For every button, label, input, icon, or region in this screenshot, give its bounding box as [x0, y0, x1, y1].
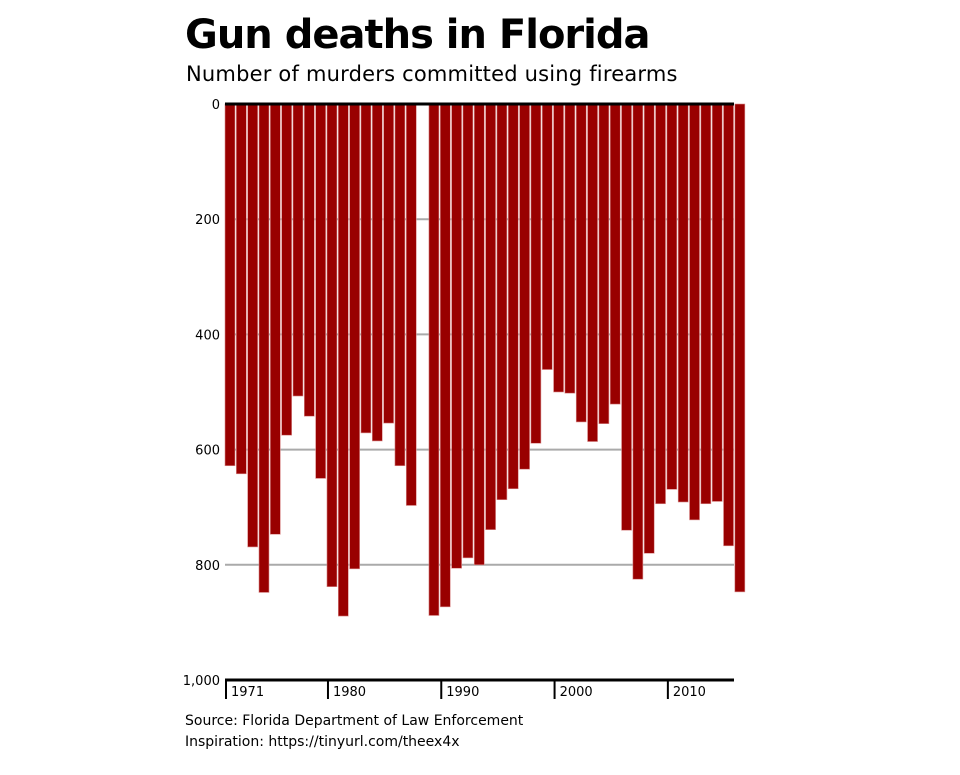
- bar: [530, 103, 542, 444]
- y-tick-label: 800: [195, 559, 220, 574]
- bar: [405, 103, 417, 506]
- x-tick-label: 1990: [446, 685, 479, 700]
- bar: [632, 103, 644, 580]
- chart-title: Gun deaths in Florida: [185, 12, 650, 58]
- bar: [553, 103, 564, 393]
- bar: [236, 103, 247, 475]
- chart-subtitle: Number of murders committed using firear…: [186, 62, 678, 86]
- bar: [496, 103, 508, 501]
- bar: [734, 103, 746, 593]
- bar: [485, 103, 496, 530]
- bar: [564, 103, 576, 394]
- bar: [689, 103, 700, 521]
- bar: [609, 103, 621, 405]
- y-tick-label: 600: [195, 444, 220, 459]
- bar: [315, 103, 326, 479]
- bar: [394, 103, 406, 467]
- bar: [224, 103, 236, 467]
- inspiration-caption: Inspiration: https://tinyurl.com/theex4x: [185, 734, 460, 750]
- source-caption: Source: Florida Department of Law Enforc…: [185, 713, 524, 729]
- x-tick-label: 1980: [333, 685, 366, 700]
- bar: [575, 103, 587, 423]
- bar: [270, 103, 281, 535]
- bar: [439, 103, 451, 608]
- bar: [723, 103, 734, 547]
- bar: [292, 103, 304, 397]
- bars: [224, 103, 746, 617]
- x-tick-label: 2000: [560, 685, 593, 700]
- y-tick-label: 400: [195, 328, 220, 343]
- bar: [541, 103, 553, 370]
- bar: [587, 103, 598, 442]
- y-tick-label: 200: [195, 213, 220, 228]
- bar: [700, 103, 712, 505]
- x-tick-label: 2010: [673, 685, 706, 700]
- x-axis: 1971 1980 1990 2000 2010: [225, 678, 734, 700]
- bar: [451, 103, 462, 569]
- bar: [258, 103, 270, 593]
- bar: [519, 103, 530, 470]
- x-tick-label: 1971: [231, 685, 264, 700]
- bar: [371, 103, 383, 442]
- y-tick-label: 1,000: [183, 674, 220, 689]
- bar: [304, 103, 315, 417]
- bar: [383, 103, 394, 424]
- bar: [507, 103, 519, 490]
- bar: [473, 103, 485, 566]
- bar: [349, 103, 360, 570]
- bar: [281, 103, 292, 436]
- bar: [643, 103, 655, 554]
- bar: [428, 103, 440, 616]
- bar: [247, 103, 258, 548]
- y-tick-label: 0: [212, 98, 220, 113]
- bar: [360, 103, 372, 434]
- bar: [337, 103, 349, 617]
- bar: [598, 103, 610, 424]
- bar: [677, 103, 689, 503]
- y-axis: 0 200 400 600 800 1,000: [183, 98, 734, 689]
- bar: [666, 103, 678, 490]
- bar: [711, 103, 723, 502]
- bar: [326, 103, 338, 587]
- bar: [655, 103, 666, 505]
- bar: [462, 103, 474, 559]
- bar: [621, 103, 632, 531]
